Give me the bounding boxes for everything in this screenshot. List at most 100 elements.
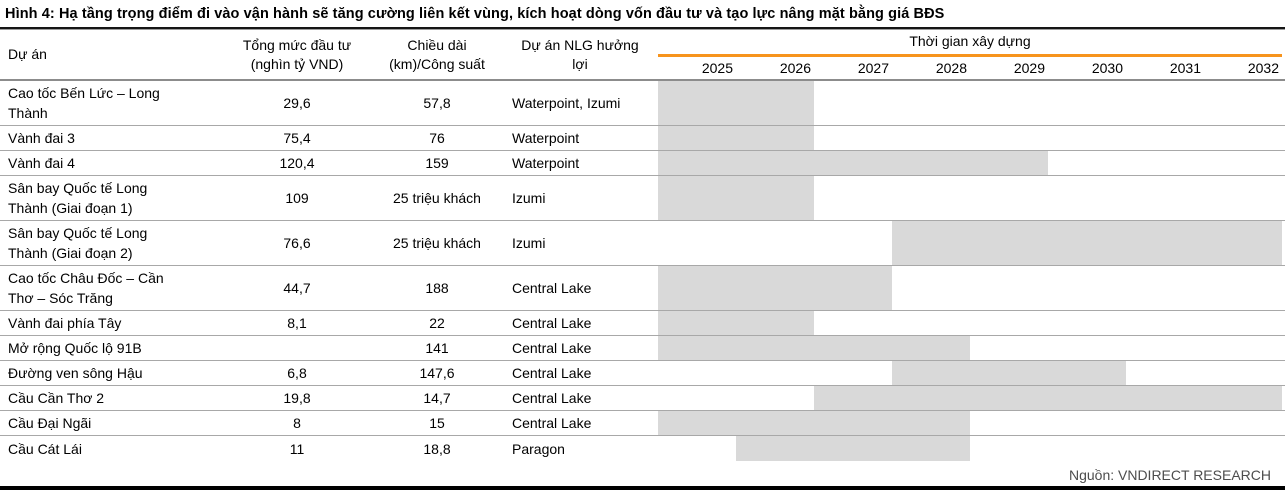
beneficiary-cell: Central Lake — [512, 280, 592, 296]
beneficiary-cell: Waterpoint — [512, 130, 580, 146]
table-row: Cầu Cát Lái 11 18,8 Paragon — [0, 436, 1285, 461]
year-label: 2030 — [1091, 60, 1123, 76]
length-cell: 57,8 — [423, 95, 451, 111]
gantt-cell — [658, 266, 1282, 310]
investment-cell: 120,4 — [279, 155, 315, 171]
gantt-bar — [892, 221, 1282, 265]
gantt-bar — [658, 266, 892, 310]
project-cell: Vành đai 3 — [8, 130, 75, 146]
investment-cell: 44,7 — [283, 280, 311, 296]
project-cell: Vành đai 4 — [8, 155, 75, 171]
table-row: Sân bay Quốc tế Long Thành (Giai đoạn 2)… — [0, 221, 1285, 266]
project-cell: Mở rộng Quốc lộ 91B — [8, 340, 142, 356]
table-row: Cầu Đại Ngãi 8 15 Central Lake — [0, 411, 1285, 436]
gantt-bar — [658, 81, 814, 125]
figure-title: Hình 4: Hạ tầng trọng điểm đi vào vận hà… — [5, 6, 945, 22]
project-cell: Sân bay Quốc tế Long Thành (Giai đoạn 2) — [8, 225, 148, 261]
length-cell: 141 — [425, 340, 449, 356]
table-row: Vành đai 3 75,4 76 Waterpoint — [0, 126, 1285, 151]
gantt-cell — [658, 361, 1282, 385]
investment-cell: 19,8 — [283, 390, 311, 406]
year-label: 2031 — [1169, 60, 1201, 76]
length-cell: 159 — [425, 155, 449, 171]
title-divider — [0, 27, 1285, 30]
length-cell: 188 — [425, 280, 449, 296]
gantt-cell — [658, 436, 1282, 461]
table-row: Cao tốc Bến Lức – Long Thành 29,6 57,8 W… — [0, 81, 1285, 126]
project-cell: Cao tốc Châu Đốc – Cần Thơ – Sóc Trăng — [8, 270, 164, 306]
gantt-cell — [658, 411, 1282, 435]
investment-cell: 75,4 — [283, 130, 311, 146]
gantt-cell — [658, 151, 1282, 175]
project-cell: Sân bay Quốc tế Long Thành (Giai đoạn 1) — [8, 180, 148, 216]
gantt-cell — [658, 81, 1282, 125]
gantt-bar — [892, 361, 1126, 385]
beneficiary-cell: Paragon — [512, 440, 565, 457]
gantt-bar — [658, 176, 814, 220]
project-cell: Đường ven sông Hậu — [8, 365, 143, 381]
project-cell: Vành đai phía Tây — [8, 315, 122, 331]
gantt-cell — [658, 221, 1282, 265]
gantt-bar — [658, 151, 1048, 175]
length-cell: 76 — [429, 130, 445, 146]
year-label: 2028 — [935, 60, 967, 76]
investment-cell: 76,6 — [283, 235, 311, 251]
header-beneficiary: Dự án NLG hưởng lợi — [521, 36, 639, 72]
project-cell: Cầu Cát Lái — [8, 440, 82, 457]
beneficiary-cell: Central Lake — [512, 340, 592, 356]
investment-cell: 29,6 — [283, 95, 311, 111]
beneficiary-cell: Izumi — [512, 235, 546, 251]
table-header: Dự án Tổng mức đầu tư (nghìn tỷ VND) Chi… — [0, 30, 1285, 81]
gantt-cell — [658, 176, 1282, 220]
table-row: Cao tốc Châu Đốc – Cần Thơ – Sóc Trăng 4… — [0, 266, 1285, 311]
gantt-cell — [658, 311, 1282, 335]
length-cell: 22 — [429, 315, 445, 331]
gantt-bar — [658, 411, 970, 435]
project-cell: Cầu Đại Ngãi — [8, 415, 92, 431]
gantt-bar — [658, 311, 814, 335]
gantt-bar — [658, 126, 814, 150]
source-note: Nguồn: VNDIRECT RESEARCH — [1068, 467, 1271, 483]
timeline-title: Thời gian xây dựng — [658, 30, 1282, 57]
gantt-bar — [814, 386, 1282, 410]
year-label: 2029 — [1013, 60, 1045, 76]
gantt-bar — [736, 436, 970, 461]
length-cell: 25 triệu khách — [393, 190, 481, 206]
table-row: Sân bay Quốc tế Long Thành (Giai đoạn 1)… — [0, 176, 1285, 221]
beneficiary-cell: Central Lake — [512, 315, 592, 331]
table-row: Vành đai 4 120,4 159 Waterpoint — [0, 151, 1285, 176]
table-row: Mở rộng Quốc lộ 91B 141 Central Lake — [0, 336, 1285, 361]
bottom-divider — [0, 486, 1285, 490]
length-cell: 25 triệu khách — [393, 235, 481, 251]
length-cell: 14,7 — [423, 390, 451, 406]
beneficiary-cell: Waterpoint — [512, 155, 580, 171]
table-body: Cao tốc Bến Lức – Long Thành 29,6 57,8 W… — [0, 81, 1285, 461]
gantt-cell — [658, 336, 1282, 360]
length-cell: 147,6 — [419, 365, 455, 381]
header-project: Dự án — [8, 46, 47, 62]
beneficiary-cell: Waterpoint, Izumi — [512, 95, 621, 111]
year-label: 2032 — [1247, 60, 1279, 76]
year-label: 2025 — [701, 60, 733, 76]
project-cell: Cao tốc Bến Lức – Long Thành — [8, 85, 160, 121]
header-timeline: Thời gian xây dựng 2025 2026 2027 2028 2… — [658, 30, 1282, 79]
year-label: 2026 — [779, 60, 811, 76]
beneficiary-cell: Central Lake — [512, 390, 592, 406]
investment-cell: 109 — [285, 190, 309, 206]
gantt-bar — [658, 336, 970, 360]
table-row: Cầu Cần Thơ 2 19,8 14,7 Central Lake — [0, 386, 1285, 411]
header-investment: Tổng mức đầu tư (nghìn tỷ VND) — [242, 36, 352, 72]
investment-cell: 11 — [289, 440, 305, 457]
table-row: Vành đai phía Tây 8,1 22 Central Lake — [0, 311, 1285, 336]
gantt-cell — [658, 126, 1282, 150]
gantt-cell — [658, 386, 1282, 410]
table-row: Đường ven sông Hậu 6,8 147,6 Central Lak… — [0, 361, 1285, 386]
project-cell: Cầu Cần Thơ 2 — [8, 390, 105, 406]
beneficiary-cell: Central Lake — [512, 365, 592, 381]
investment-cell: 8,1 — [287, 315, 307, 331]
investment-cell: 8 — [293, 415, 301, 431]
length-cell: 18,8 — [423, 440, 451, 457]
header-length: Chiều dài (km)/Công suất — [389, 36, 485, 72]
beneficiary-cell: Izumi — [512, 190, 546, 206]
